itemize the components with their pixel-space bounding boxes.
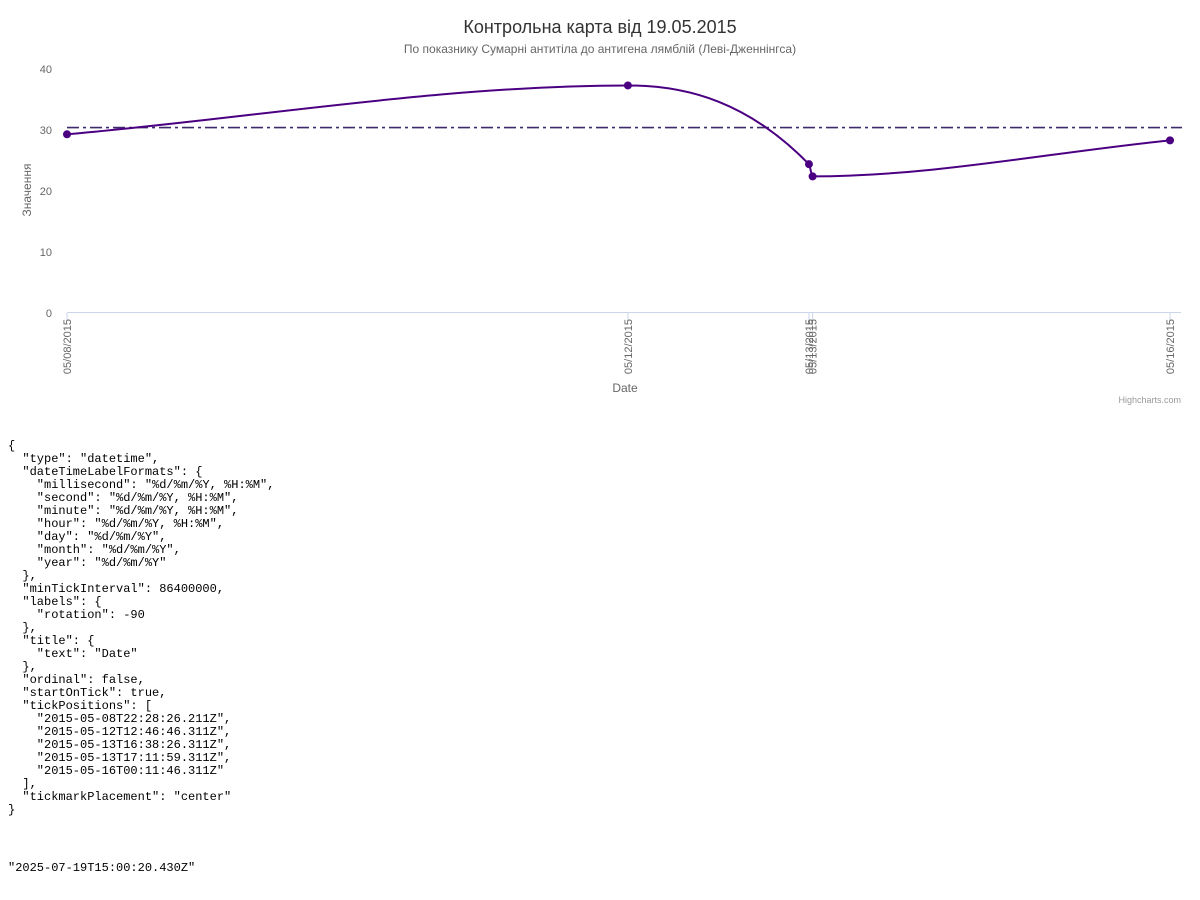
series-layer xyxy=(63,81,1174,181)
x-tick-label: 05/16/2015 xyxy=(1165,319,1177,374)
axis-config-dump: { "type": "datetime", "dateTimeLabelForm… xyxy=(8,439,275,817)
data-point[interactable] xyxy=(804,160,813,169)
chart-svg: Контрольна карта від 19.05.2015 По показ… xyxy=(20,17,1182,405)
y-tick-label: 40 xyxy=(40,64,52,76)
y-tick-label: 0 xyxy=(46,308,52,320)
credits-link[interactable]: Highcharts.com xyxy=(1118,395,1181,405)
series-line xyxy=(66,84,1171,178)
chart-title: Контрольна карта від 19.05.2015 xyxy=(463,17,736,37)
x-tick-label: 05/13/2015 xyxy=(808,319,820,374)
y-tick-label: 10 xyxy=(40,247,52,259)
timestamp-dump: "2025-07-19T15:00:20.430Z" xyxy=(8,861,196,875)
y-tick-label: 20 xyxy=(40,186,52,198)
y-axis-title: Значення xyxy=(20,164,34,217)
chart-subtitle: По показнику Сумарні антитіла до антиген… xyxy=(404,42,796,56)
x-tick-label: 05/13/2015 xyxy=(804,319,816,374)
control-chart: Контрольна карта від 19.05.2015 По показ… xyxy=(0,0,1200,410)
x-axis-title: Date xyxy=(612,381,638,395)
y-tick-label: 30 xyxy=(40,125,52,137)
x-tick-label: 05/12/2015 xyxy=(623,319,635,374)
x-axis: 05/08/2015 05/12/2015 05/13/201505/13/2015… xyxy=(62,313,1177,374)
data-point[interactable] xyxy=(623,81,632,90)
data-point[interactable] xyxy=(1166,136,1174,145)
data-point[interactable] xyxy=(63,130,71,139)
data-point[interactable] xyxy=(808,172,817,181)
x-tick-label: 05/08/2015 xyxy=(62,319,74,374)
y-axis: 0 10 20 30 40 xyxy=(40,64,52,320)
